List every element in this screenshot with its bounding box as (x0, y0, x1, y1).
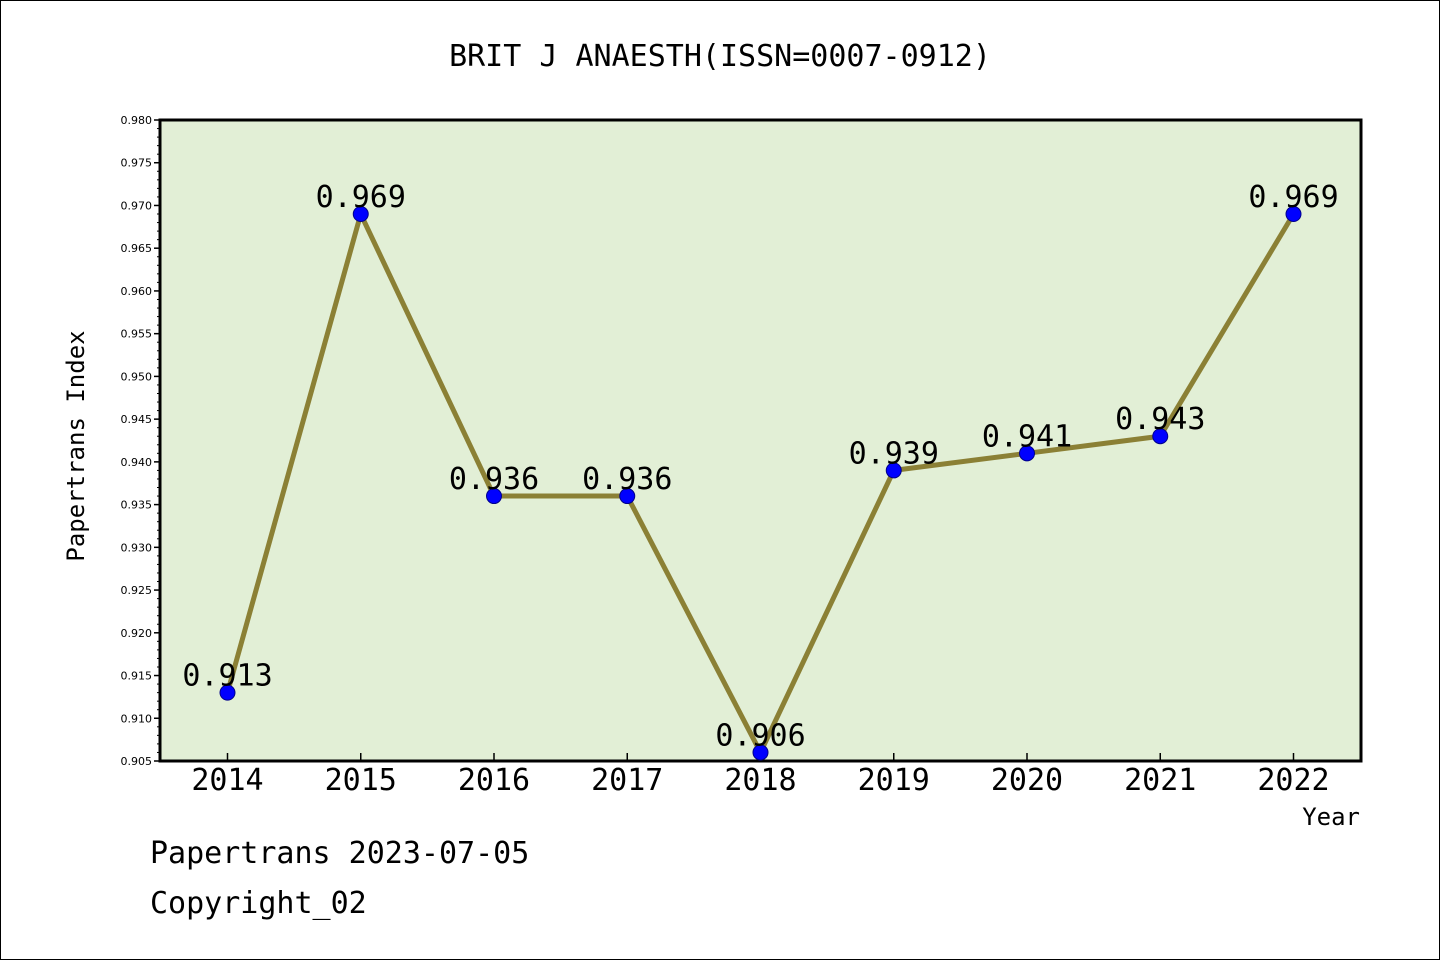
x-tick-label-2016: 2016 (458, 763, 530, 798)
data-markers (219, 206, 1302, 761)
y-axis: 0.905 0.910 0.915 0.920 0.925 0.930 0.935 0.940… (121, 114, 160, 768)
y-tick-label-11: 0.960 (121, 285, 153, 298)
data-label-2015: 0.969 (316, 180, 406, 215)
data-point-2020 (1019, 445, 1035, 462)
data-label-2019: 0.939 (849, 436, 939, 471)
data-label-2022: 0.969 (1248, 180, 1338, 215)
x-tick-label-2020: 2020 (991, 763, 1063, 798)
y-axis-label: Papertrans Index (62, 330, 90, 561)
data-point-2016 (486, 488, 502, 505)
footer-copyright: Copyright_02 (150, 886, 367, 921)
y-tick-label-5: 0.930 (121, 541, 153, 554)
data-label-2014: 0.913 (182, 659, 272, 694)
data-labels: 0.913 0.969 0.936 0.936 0.906 0.939 0.941 0.943… (182, 180, 1338, 753)
data-point-2018 (752, 744, 769, 761)
chart-title: BRIT J ANAESTH(ISSN=0007-0912) (449, 39, 991, 74)
data-point-2017 (619, 488, 636, 505)
data-point-2021 (1152, 428, 1169, 445)
x-axis-label: Year (1302, 803, 1360, 831)
y-tick-label-8: 0.945 (121, 413, 153, 426)
x-tick-label-2017: 2017 (591, 763, 663, 798)
y-tick-label-3: 0.920 (121, 627, 153, 640)
data-point-2015 (352, 206, 369, 223)
data-point-2014 (219, 684, 236, 701)
y-tick-label-9: 0.950 (121, 370, 153, 383)
data-label-2021: 0.943 (1115, 402, 1205, 437)
data-point-2022 (1285, 206, 1302, 223)
x-tick-label-2022: 2022 (1257, 763, 1329, 798)
plot-area (158, 118, 1363, 763)
data-label-2020: 0.941 (982, 419, 1072, 454)
x-tick-label-2019: 2019 (858, 763, 930, 798)
data-label-2017: 0.936 (582, 462, 672, 497)
y-tick-label-6: 0.935 (121, 499, 153, 512)
x-tick-label-2014: 2014 (191, 763, 263, 798)
y-tick-label-13: 0.970 (121, 199, 153, 212)
y-tick-label-14: 0.975 (121, 157, 153, 170)
x-tick-label-2015: 2015 (325, 763, 397, 798)
y-tick-label-10: 0.955 (121, 328, 153, 341)
footer-date: Papertrans 2023-07-05 (150, 836, 530, 871)
data-point-2019 (885, 462, 902, 479)
data-label-2018: 0.906 (715, 718, 805, 753)
data-label-2016: 0.936 (449, 462, 539, 497)
x-tick-label-2021: 2021 (1124, 763, 1196, 798)
y-tick-label-1: 0.910 (121, 712, 153, 725)
y-tick-label-7: 0.940 (121, 456, 153, 469)
y-tick-label-4: 0.925 (121, 584, 153, 597)
y-tick-label-15: 0.980 (121, 114, 153, 127)
x-tick-label-2018: 2018 (724, 763, 796, 798)
y-tick-label-12: 0.965 (121, 242, 153, 255)
x-axis: 2014 2015 2016 2017 2018 2019 2020 2021 2022 (191, 753, 1330, 798)
y-tick-label-0: 0.905 (121, 755, 153, 768)
y-tick-label-2: 0.915 (121, 670, 153, 683)
